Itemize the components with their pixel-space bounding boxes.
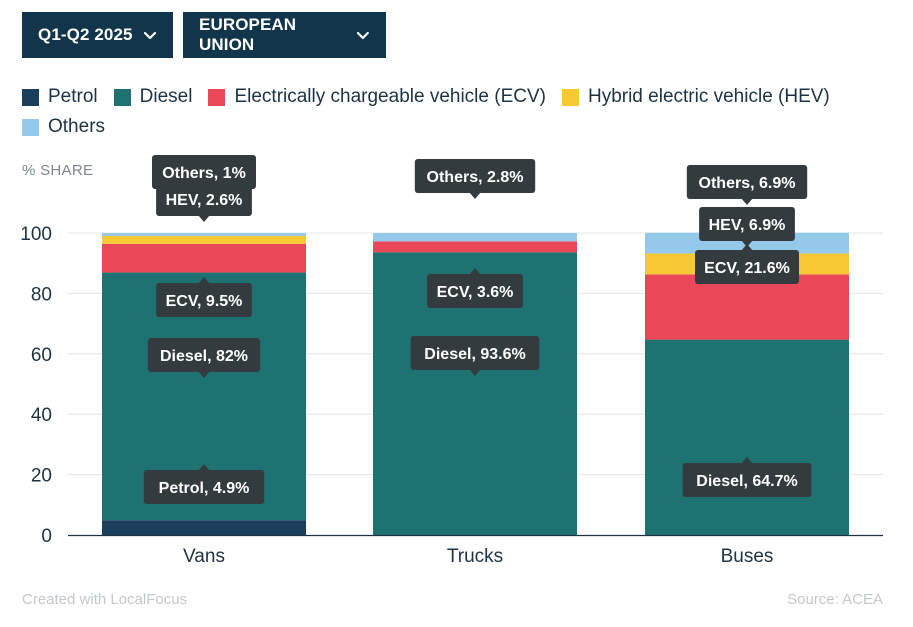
period-dropdown[interactable]: Q1-Q2 2025 — [22, 12, 173, 58]
tooltip-pointer — [741, 244, 753, 251]
tooltip-box — [147, 338, 261, 372]
category-label: Trucks — [447, 546, 503, 567]
bar-segment — [102, 233, 306, 237]
tooltip-box — [410, 336, 540, 370]
tooltip-pointer — [198, 371, 210, 378]
category-label: Buses — [721, 546, 774, 567]
y-tick-label: 60 — [31, 345, 52, 366]
y-axis-label: % SHARE — [22, 162, 94, 179]
y-tick-label: 40 — [31, 405, 52, 426]
chart-legend: Petrol Diesel Electrically chargeable ve… — [22, 86, 882, 138]
data-label: Diesel, 82% — [160, 348, 248, 365]
legend-swatch — [208, 88, 226, 106]
period-dropdown-label: Q1-Q2 2025 — [38, 25, 133, 44]
legend-item-others[interactable]: Others — [22, 116, 105, 138]
tooltip-pointer — [198, 215, 210, 222]
legend-label: Petrol — [48, 86, 98, 107]
legend-label: Others — [48, 116, 106, 137]
tooltip-box — [143, 470, 265, 504]
legend-label: Diesel — [139, 86, 193, 107]
category-label: Vans — [183, 546, 225, 567]
legend-label: Electrically chargeable vehicle (ECV) — [234, 86, 546, 107]
data-label: ECV, 3.6% — [437, 284, 514, 301]
tooltip-box — [686, 165, 808, 199]
region-dropdown[interactable]: EUROPEAN UNION — [183, 12, 386, 58]
credit-text: Created with LocalFocus — [22, 591, 188, 608]
tooltip-box — [156, 182, 252, 216]
tooltip-pointer — [741, 198, 753, 205]
legend-swatch — [22, 88, 39, 106]
tooltip-pointer — [741, 240, 753, 247]
region-dropdown-label: EUROPEAN UNION — [199, 15, 297, 54]
tooltip-pointer — [469, 369, 481, 376]
tooltip-box — [414, 159, 536, 193]
data-label: HEV, 6.9% — [709, 217, 786, 234]
legend-swatch — [561, 88, 579, 106]
data-label: HEV, 2.6% — [166, 192, 243, 209]
tooltip-box — [156, 283, 252, 317]
legend-item-diesel[interactable]: Diesel — [113, 86, 193, 108]
bar-segment — [645, 339, 849, 535]
bar-segment — [373, 241, 577, 253]
tooltip-pointer — [469, 192, 481, 199]
data-label: Others, 6.9% — [699, 175, 796, 192]
legend-swatch — [22, 118, 39, 136]
tooltip-box — [695, 250, 799, 284]
bar-segment — [373, 233, 577, 242]
data-label: ECV, 9.5% — [166, 293, 243, 310]
tooltip-pointer — [198, 464, 210, 471]
legend-label: Hybrid electric vehicle (HEV) — [587, 86, 830, 107]
legend-item-hev[interactable]: Hybrid electric vehicle (HEV) — [561, 86, 830, 108]
y-tick-label: 100 — [20, 224, 52, 245]
tooltip-pointer — [198, 188, 210, 195]
y-tick-label: 20 — [31, 466, 52, 487]
bar-segment — [102, 243, 306, 273]
data-label: Others, 2.8% — [427, 169, 524, 186]
tooltip-pointer — [469, 268, 481, 275]
legend-item-ecv[interactable]: Electrically chargeable vehicle (ECV) — [208, 86, 546, 108]
tooltip-box — [682, 463, 812, 497]
legend-swatch — [113, 88, 131, 106]
chevron-down-icon — [357, 31, 370, 40]
data-label: Petrol, 4.9% — [159, 480, 250, 497]
y-tick-label: 0 — [41, 526, 52, 547]
y-tick-label: 80 — [31, 284, 52, 305]
tooltip-box — [427, 274, 523, 308]
data-label: Others, 1% — [162, 165, 246, 182]
tooltip-pointer — [741, 457, 753, 464]
tooltip-box — [699, 207, 795, 241]
bar-segment — [102, 520, 306, 535]
tooltip-pointer — [198, 277, 210, 284]
bar-segment — [645, 274, 849, 340]
bar-segment — [102, 236, 306, 244]
tooltip-box — [152, 155, 256, 189]
data-label: Diesel, 64.7% — [696, 473, 797, 490]
data-label: ECV, 21.6% — [704, 260, 790, 277]
legend-item-petrol[interactable]: Petrol — [22, 86, 98, 108]
chevron-down-icon — [143, 31, 157, 40]
data-label: Diesel, 93.6% — [424, 346, 525, 363]
source-text: Source: ACEA — [787, 591, 883, 608]
